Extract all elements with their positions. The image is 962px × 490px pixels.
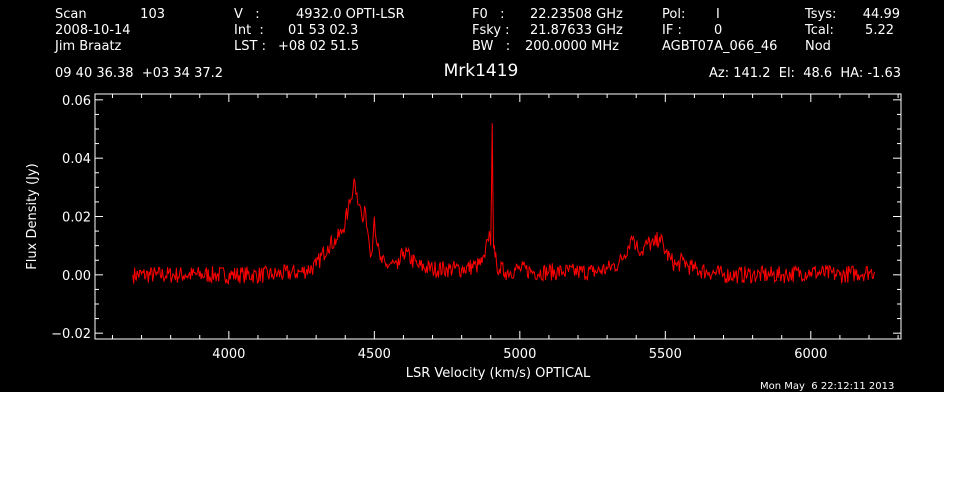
polarization-value: I <box>716 7 720 22</box>
x-tick-label: 5000 <box>503 347 536 362</box>
y-tick-label: 0.02 <box>62 211 91 226</box>
bandwidth-value: 200.0000 MHz <box>525 39 619 54</box>
velocity-label: V : <box>234 7 260 22</box>
spectrum-trace <box>132 123 876 286</box>
lst-value: +08 02 51.5 <box>278 39 360 54</box>
y-tick-label: 0.06 <box>62 94 91 109</box>
tcal-value: 5.22 <box>865 23 894 38</box>
velocity-value: 4932.0 OPTI-LSR <box>296 7 405 22</box>
project-id: AGBT07A_066_46 <box>662 39 778 54</box>
observation-date: 2008-10-14 <box>55 23 131 38</box>
bandwidth-label: BW : <box>472 39 511 54</box>
polarization-label: Pol: <box>662 7 686 22</box>
x-tick-label: 4000 <box>212 347 245 362</box>
spectrum-panel: Scan 103 2008-10-14 Jim Braatz 09 40 36.… <box>0 0 944 392</box>
integration-value: 01 53 02.3 <box>288 23 359 38</box>
source-name: Mrk1419 <box>443 61 519 81</box>
x-tick-label: 4500 <box>358 347 391 362</box>
plot-frame <box>94 93 902 340</box>
scan-label: Scan <box>55 7 87 22</box>
y-axis-label: Flux Density (Jy) <box>25 163 40 269</box>
tcal-label: Tcal: <box>805 23 834 38</box>
y-tick-label: −0.02 <box>51 327 91 342</box>
x-axis-label: LSR Velocity (km/s) OPTICAL <box>406 366 591 381</box>
spectrum-plot: 4000 4500 5000 5500 6000 −0.02 0.00 0.02 0.04 0.0… <box>25 93 902 381</box>
tsys-label: Tsys: <box>805 7 837 22</box>
if-label: IF : <box>662 23 682 38</box>
y-tick-label: 0.00 <box>62 269 91 284</box>
integration-label: Int : <box>234 23 264 38</box>
if-value: 0 <box>714 23 723 38</box>
rest-frequency-value: 22.23508 GHz <box>530 7 623 22</box>
sky-frequency-label: Fsky : <box>472 23 510 38</box>
rest-frequency-label: F0 : <box>472 7 505 22</box>
x-tick-label: 5500 <box>649 347 682 362</box>
x-tick-label: 6000 <box>794 347 827 362</box>
observing-mode: Nod <box>805 39 831 54</box>
sky-frequency-value: 21.87633 GHz <box>530 23 623 38</box>
az-el-ha: Az: 141.2 El: 48.6 HA: -1.63 <box>709 66 901 81</box>
plot-timestamp: Mon May 6 22:12:11 2013 <box>760 381 895 392</box>
tsys-value: 44.99 <box>862 7 900 22</box>
source-coordinates: 09 40 36.38 +03 34 37.2 <box>55 66 224 81</box>
observer-name: Jim Braatz <box>55 39 122 54</box>
lst-label: LST : <box>234 39 266 54</box>
scan-value: 103 <box>140 7 165 22</box>
y-tick-label: 0.04 <box>62 152 91 167</box>
